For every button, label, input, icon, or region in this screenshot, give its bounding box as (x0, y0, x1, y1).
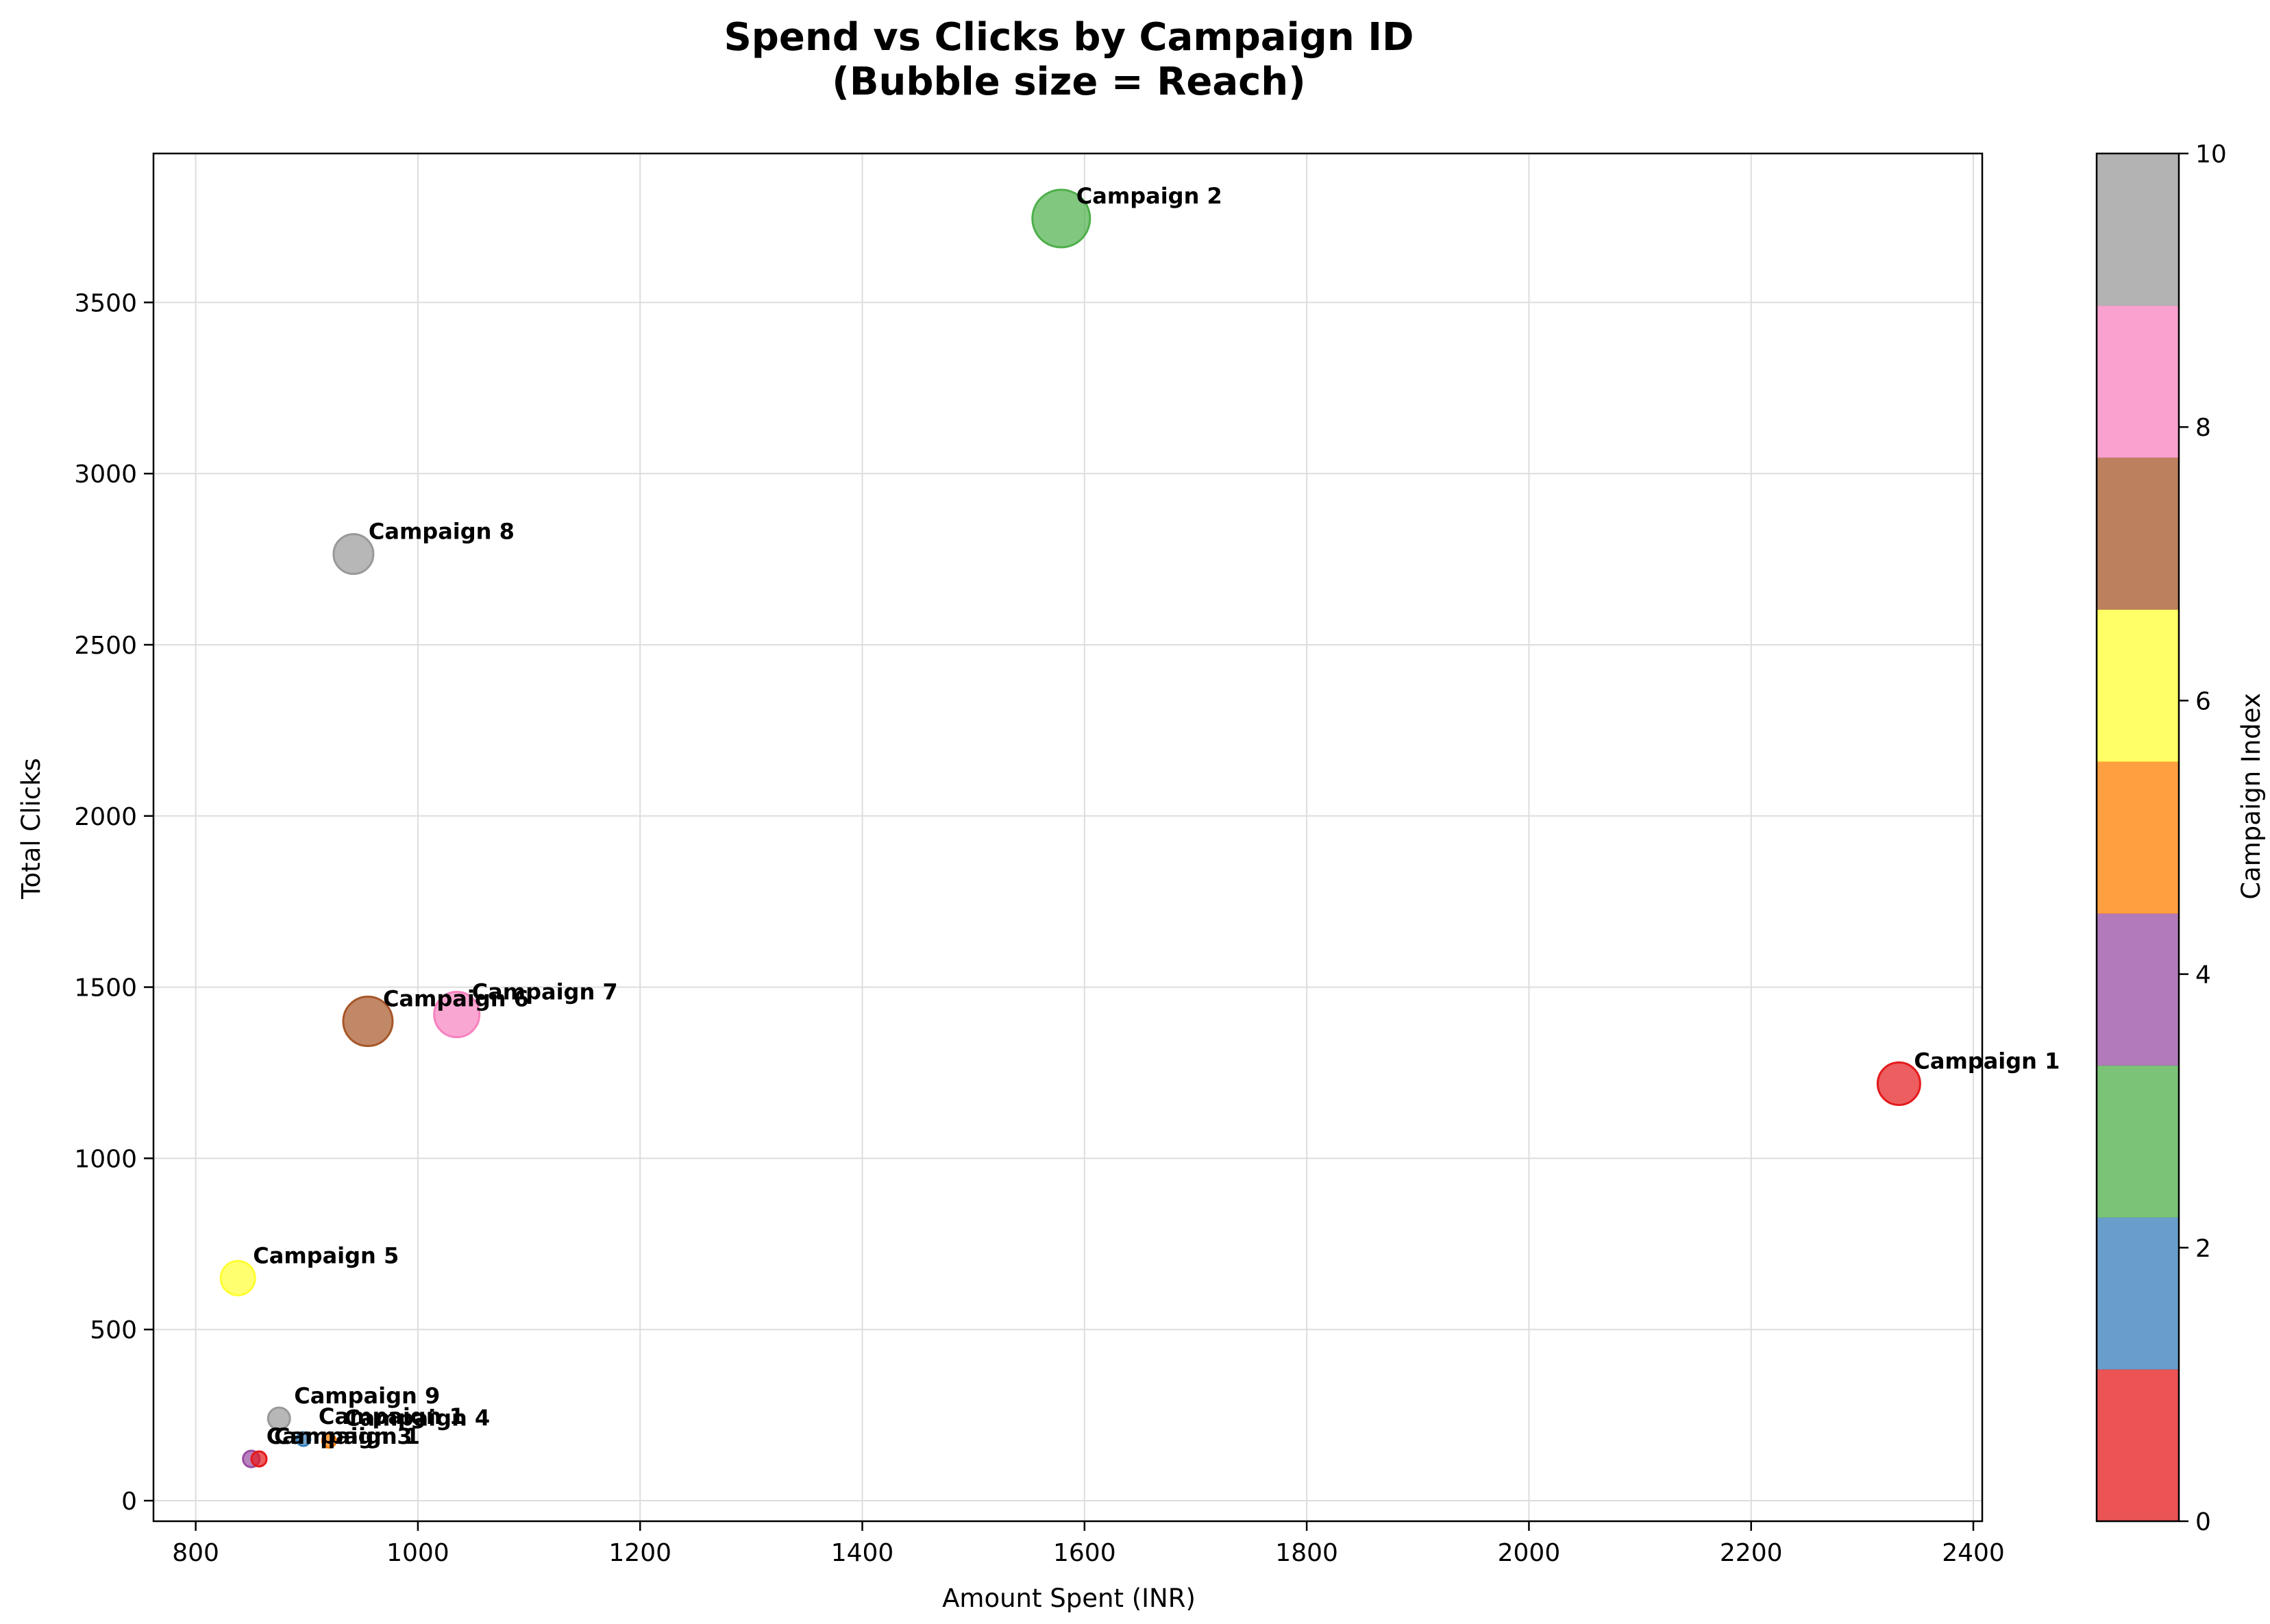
x-tick-label: 1800 (1275, 1539, 1338, 1567)
point-label: Campaign 1 (1914, 1048, 2060, 1074)
colorbar-tick-label: 4 (2195, 961, 2211, 989)
colorbar-tick-label: 10 (2195, 140, 2227, 169)
grid (153, 153, 1982, 1521)
colorbar-tick-label: 2 (2195, 1235, 2211, 1263)
colorbar-label: Campaign Index (2236, 693, 2266, 900)
point-labels: Campaign 1 Campaign 2 Campaign 8 Campaign 6… (253, 183, 2060, 1449)
point-label: Campaign 8 (369, 519, 515, 545)
colorbar-tick-label: 8 (2195, 414, 2211, 442)
axes: 800 1000 1200 1400 1600 1800 2000 2200 2400 0 500 1… (74, 152, 2005, 1567)
x-axis-label: Amount Spent (INR) (942, 1584, 1196, 1613)
x-tick-label: 2400 (1942, 1539, 2005, 1567)
chart-title-line-2: (Bubble size = Reach) (832, 60, 1306, 104)
x-tick-label: 2200 (1720, 1539, 1783, 1567)
y-tick-label: 1500 (74, 974, 137, 1002)
colorbar-tick-label: 6 (2195, 687, 2211, 715)
colorbar-swatch (2097, 1065, 2179, 1218)
y-tick-label: 2500 (74, 632, 137, 660)
point-label: Campaign 1 (274, 1423, 420, 1449)
bubble-point (342, 996, 394, 1048)
bubble-point (332, 533, 375, 576)
colorbar-swatch (2097, 457, 2179, 610)
point-label: Campaign 4 (344, 1405, 490, 1431)
point-label: Campaign 3 (267, 1423, 412, 1449)
y-tick-label: 3500 (74, 289, 137, 317)
y-tick-label: 2000 (74, 803, 137, 831)
bubble-point (1876, 1061, 1921, 1106)
y-tick-label: 0 (121, 1488, 137, 1516)
colorbar-frame (2095, 152, 2180, 1523)
chart-title-line-1: Spend vs Clicks by Campaign ID (724, 15, 1414, 60)
point-label: Campaign 6 (383, 986, 529, 1012)
x-tick-label: 1400 (831, 1539, 894, 1567)
bubble-point (433, 991, 481, 1039)
bubble-point (219, 1259, 256, 1296)
bubble-point (250, 1450, 268, 1468)
y-tick-label: 3000 (74, 460, 137, 489)
colorbar-swatch (2097, 761, 2179, 914)
colorbar-swatch (2097, 305, 2179, 458)
colorbar-swatch (2097, 609, 2179, 762)
point-label: Campaign 1 (319, 1403, 465, 1429)
x-tick-label: 1000 (386, 1539, 449, 1567)
x-tick-label: 800 (172, 1539, 219, 1567)
x-tick-label: 1600 (1053, 1539, 1116, 1567)
bubble-point (1031, 188, 1091, 249)
colorbar-swatch (2097, 913, 2179, 1066)
colorbar-swatch (2097, 153, 2179, 306)
y-axis-label: Total Clicks (16, 758, 46, 900)
colorbar: 0 2 4 6 8 10 (2095, 140, 2227, 1536)
bubble-point (295, 1431, 312, 1447)
bubble-point (321, 1433, 337, 1449)
point-label: Campaign 5 (253, 1242, 399, 1268)
data-points (219, 188, 1921, 1468)
point-label: Campaign 9 (294, 1383, 440, 1409)
colorbar-swatch (2097, 1369, 2179, 1522)
y-tick-label: 500 (90, 1316, 137, 1344)
point-label: Campaign 7 (472, 979, 618, 1005)
colorbar-tick-label: 0 (2195, 1508, 2211, 1536)
bubble-point (267, 1406, 291, 1431)
x-tick-label: 1200 (608, 1539, 671, 1567)
colorbar-swatch (2097, 1217, 2179, 1370)
plot-frame (152, 152, 1984, 1523)
y-tick-label: 1000 (74, 1145, 137, 1173)
x-tick-label: 2000 (1498, 1539, 1561, 1567)
point-label: Campaign 2 (1076, 183, 1222, 209)
